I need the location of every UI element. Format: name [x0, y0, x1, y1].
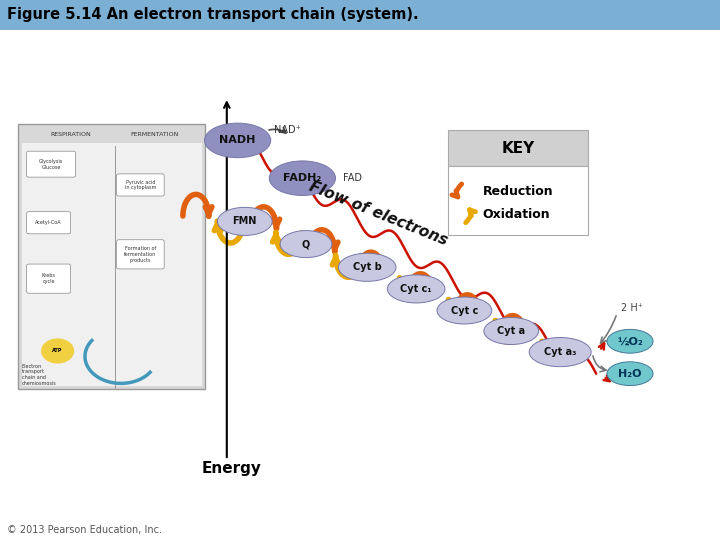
Text: Electron
transport
chain and
chemiosmosis: Electron transport chain and chemiosmosi… [22, 364, 56, 386]
Text: NADH: NADH [220, 136, 256, 145]
FancyBboxPatch shape [27, 264, 71, 293]
Ellipse shape [269, 161, 336, 195]
Text: KEY: KEY [501, 140, 535, 156]
Bar [448, 130, 588, 166]
Ellipse shape [607, 329, 653, 353]
Text: H₂O: H₂O [618, 369, 642, 379]
FancyBboxPatch shape [27, 212, 71, 234]
Text: Oxidation: Oxidation [482, 208, 550, 221]
Text: Q: Q [302, 239, 310, 249]
Ellipse shape [217, 207, 272, 235]
Text: FAD: FAD [343, 172, 361, 183]
FancyBboxPatch shape [117, 240, 164, 269]
Text: Cyt b: Cyt b [353, 262, 382, 272]
Text: NAD⁺: NAD⁺ [274, 125, 300, 135]
Bar [448, 166, 588, 235]
Bar [18, 124, 205, 389]
Text: Flow of electrons: Flow of electrons [307, 179, 449, 248]
Ellipse shape [204, 123, 271, 158]
Text: © 2013 Pearson Education, Inc.: © 2013 Pearson Education, Inc. [7, 524, 162, 535]
Text: Cyt c: Cyt c [451, 306, 478, 315]
Ellipse shape [280, 231, 332, 258]
Text: Cyt c₁: Cyt c₁ [400, 284, 432, 294]
Text: Energy: Energy [202, 461, 262, 476]
Text: Reduction: Reduction [482, 185, 553, 198]
Text: Formation of
fermentation
products: Formation of fermentation products [125, 246, 156, 262]
Bar [0, 0, 720, 30]
Text: Pyruvic acid
in cytoplasm: Pyruvic acid in cytoplasm [125, 179, 156, 190]
Text: FMN: FMN [233, 217, 257, 226]
Text: Acetyl-CoA: Acetyl-CoA [35, 220, 62, 225]
Ellipse shape [529, 338, 591, 367]
Text: Krebs
cycle: Krebs cycle [42, 273, 55, 284]
Ellipse shape [387, 275, 445, 303]
Text: ATP: ATP [53, 348, 63, 354]
FancyBboxPatch shape [27, 151, 76, 177]
Text: 2 H⁺: 2 H⁺ [621, 303, 643, 313]
Bar [22, 143, 202, 386]
Text: Cyt a: Cyt a [497, 326, 526, 336]
Text: FADH₂: FADH₂ [283, 173, 322, 183]
Ellipse shape [338, 253, 396, 281]
Ellipse shape [484, 318, 539, 345]
Text: Glycolysis
Glucose: Glycolysis Glucose [39, 159, 63, 170]
Text: Figure 5.14 An electron transport chain (system).: Figure 5.14 An electron transport chain … [7, 8, 419, 22]
Text: FERMENTATION: FERMENTATION [130, 132, 179, 137]
Circle shape [42, 339, 73, 363]
Ellipse shape [607, 362, 653, 386]
Text: ½O₂: ½O₂ [617, 336, 643, 346]
Text: RESPIRATION: RESPIRATION [50, 132, 91, 137]
Text: Cyt a₃: Cyt a₃ [544, 347, 576, 357]
FancyBboxPatch shape [117, 174, 164, 196]
Ellipse shape [437, 297, 492, 324]
